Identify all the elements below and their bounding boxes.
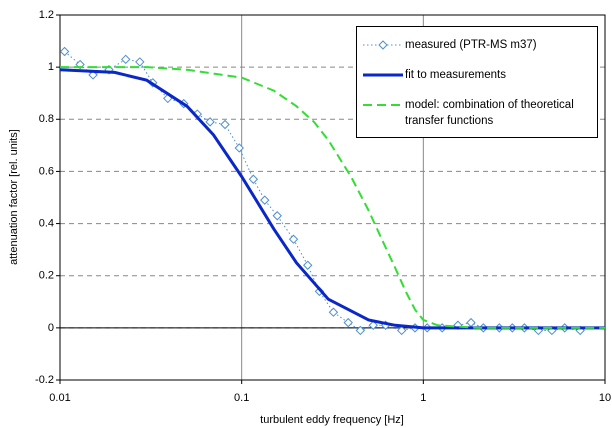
y-tick-label: -0.2	[35, 374, 54, 386]
marker	[396, 325, 407, 336]
marker	[343, 317, 353, 328]
x-axis-label: turbulent eddy frequency [Hz]	[260, 414, 404, 426]
marker	[355, 325, 366, 336]
marker	[466, 317, 476, 328]
y-tick-label: 0.6	[39, 165, 54, 177]
y-tick-label: 0.8	[39, 113, 54, 125]
legend: measured (PTR-MS m37) fit to measurements…	[356, 26, 598, 138]
marker	[234, 143, 244, 153]
legend-swatch	[363, 40, 403, 50]
y-axis-label: attenuation factor [rel. units]	[8, 129, 20, 265]
y-tick-label: 1.2	[39, 9, 54, 21]
x-tick-label: 0.1	[234, 392, 249, 404]
marker	[205, 117, 215, 127]
marker	[368, 320, 378, 330]
legend-entry: measured (PTR-MS m37)	[361, 37, 593, 53]
marker	[328, 307, 339, 317]
legend-entry: model: combination of theoretical transf…	[361, 97, 593, 129]
marker	[59, 46, 70, 57]
y-tick-label: 0.2	[39, 270, 54, 282]
y-tick-label: 0	[48, 322, 54, 334]
legend-label: measured (PTR-MS m37)	[405, 39, 537, 51]
marker	[248, 174, 259, 184]
x-tick-label: 0.01	[49, 392, 70, 404]
legend-label: model: combination of theoretical transf…	[405, 99, 574, 127]
series-line	[59, 68, 605, 330]
y-tick-label: 0.4	[39, 217, 54, 229]
marker	[220, 119, 230, 130]
legend-entry: fit to measurements	[361, 67, 593, 83]
legend-marker	[378, 40, 388, 50]
legend-swatch	[363, 104, 403, 106]
legend-swatch	[363, 73, 403, 77]
x-tick-label: 1	[420, 392, 426, 404]
y-tick-label: 1	[48, 61, 54, 73]
x-tick-label: 10	[599, 392, 611, 404]
marker	[135, 57, 145, 67]
series-line	[60, 66, 605, 329]
marker	[260, 195, 270, 205]
marker	[288, 234, 299, 244]
marker	[272, 211, 282, 221]
legend-label: fit to measurements	[405, 69, 506, 81]
marker	[303, 260, 313, 270]
marker	[121, 54, 131, 65]
plot-frame	[59, 14, 606, 381]
